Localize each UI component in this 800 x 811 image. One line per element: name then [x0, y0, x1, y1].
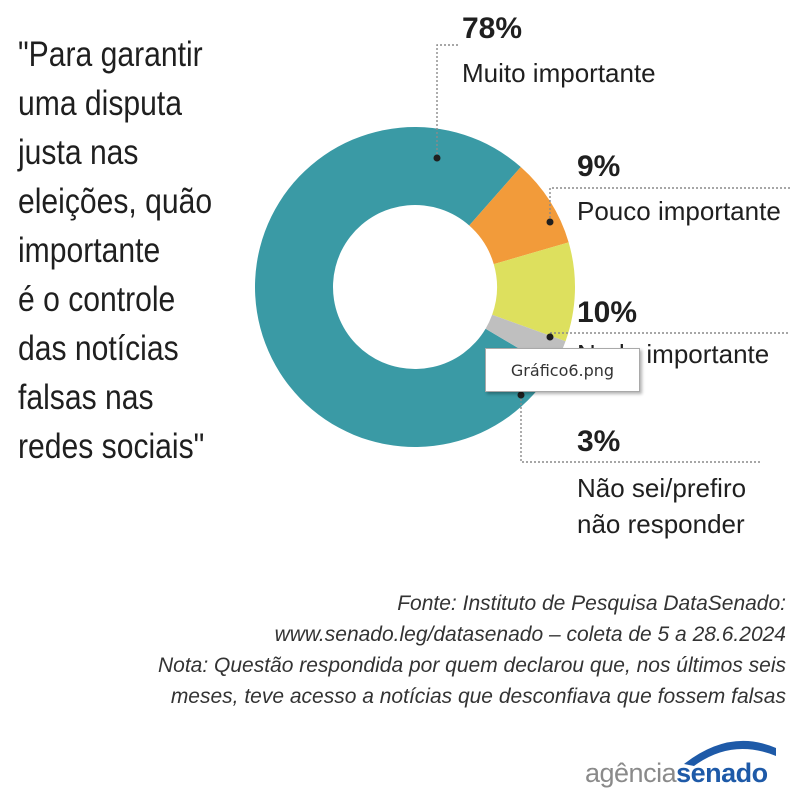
- slice-category-label: Muito importante: [462, 58, 656, 88]
- question-line: falsas nas: [18, 378, 154, 417]
- leader-line: [520, 395, 760, 463]
- logo-arc-icon: [684, 740, 776, 766]
- donut-slice: [469, 166, 569, 265]
- donut-slice: [255, 127, 553, 447]
- source-note: Fonte: Instituto de Pesquisa DataSenado:…: [86, 588, 786, 712]
- leader-line: [549, 187, 790, 222]
- leader-dot: [517, 391, 525, 399]
- chart-question-title: "Para garantir uma disputa justa nas ele…: [18, 30, 233, 471]
- question-line: uma disputa: [18, 84, 182, 123]
- slice-value-label: 9%: [577, 150, 620, 183]
- question-line: justa nas: [18, 133, 139, 172]
- donut-chart: 78% Muito importante 9% Pouco importante 10%…: [255, 12, 790, 539]
- logo-word-senado: senado: [676, 758, 768, 788]
- donut-slice: [492, 242, 575, 342]
- leader-dot: [546, 218, 554, 226]
- slice-category-label: Pouco importante: [577, 196, 781, 226]
- leader-dot: [546, 333, 554, 341]
- leader-line: [436, 44, 460, 158]
- slice-value-label: 10%: [577, 296, 637, 329]
- source-line: Fonte: Instituto de Pesquisa DataSenado:: [397, 592, 786, 615]
- question-line: importante: [18, 231, 161, 270]
- question-line: redes sociais": [18, 427, 205, 466]
- leader-line: [549, 332, 790, 337]
- slice-label-group: 9% Pouco importante: [546, 150, 790, 226]
- slice-category-label: não responder: [577, 509, 745, 539]
- logo-word-agencia: agência: [585, 758, 677, 788]
- slice-category-label: Não sei/prefiro: [577, 473, 746, 503]
- question-line: eleições, quão: [18, 182, 213, 221]
- question-line: "Para garantir: [18, 35, 203, 74]
- logo-wordmark: agênciasenado: [585, 758, 768, 789]
- question-line: das notícias: [18, 329, 179, 368]
- leader-dot: [433, 154, 441, 162]
- slice-label-group: 3% Não sei/prefiro não responder: [517, 391, 760, 539]
- tooltip-text: Gráfico6.png: [510, 360, 615, 380]
- slice-value-label: 3%: [577, 425, 620, 458]
- filename-tooltip: Gráfico6.png: [485, 348, 640, 392]
- slice-value-label: 78%: [462, 12, 522, 45]
- slice-label-group: 78% Muito importante: [433, 12, 656, 162]
- question-line: é o controle: [18, 280, 176, 319]
- source-line: Nota: Questão respondida por quem declar…: [157, 654, 786, 677]
- source-line: meses, teve acesso a notícias que descon…: [170, 685, 786, 708]
- agencia-senado-logo: agênciasenado: [585, 738, 785, 798]
- source-line: www.senado.leg/datasenado – coleta de 5 …: [274, 623, 786, 646]
